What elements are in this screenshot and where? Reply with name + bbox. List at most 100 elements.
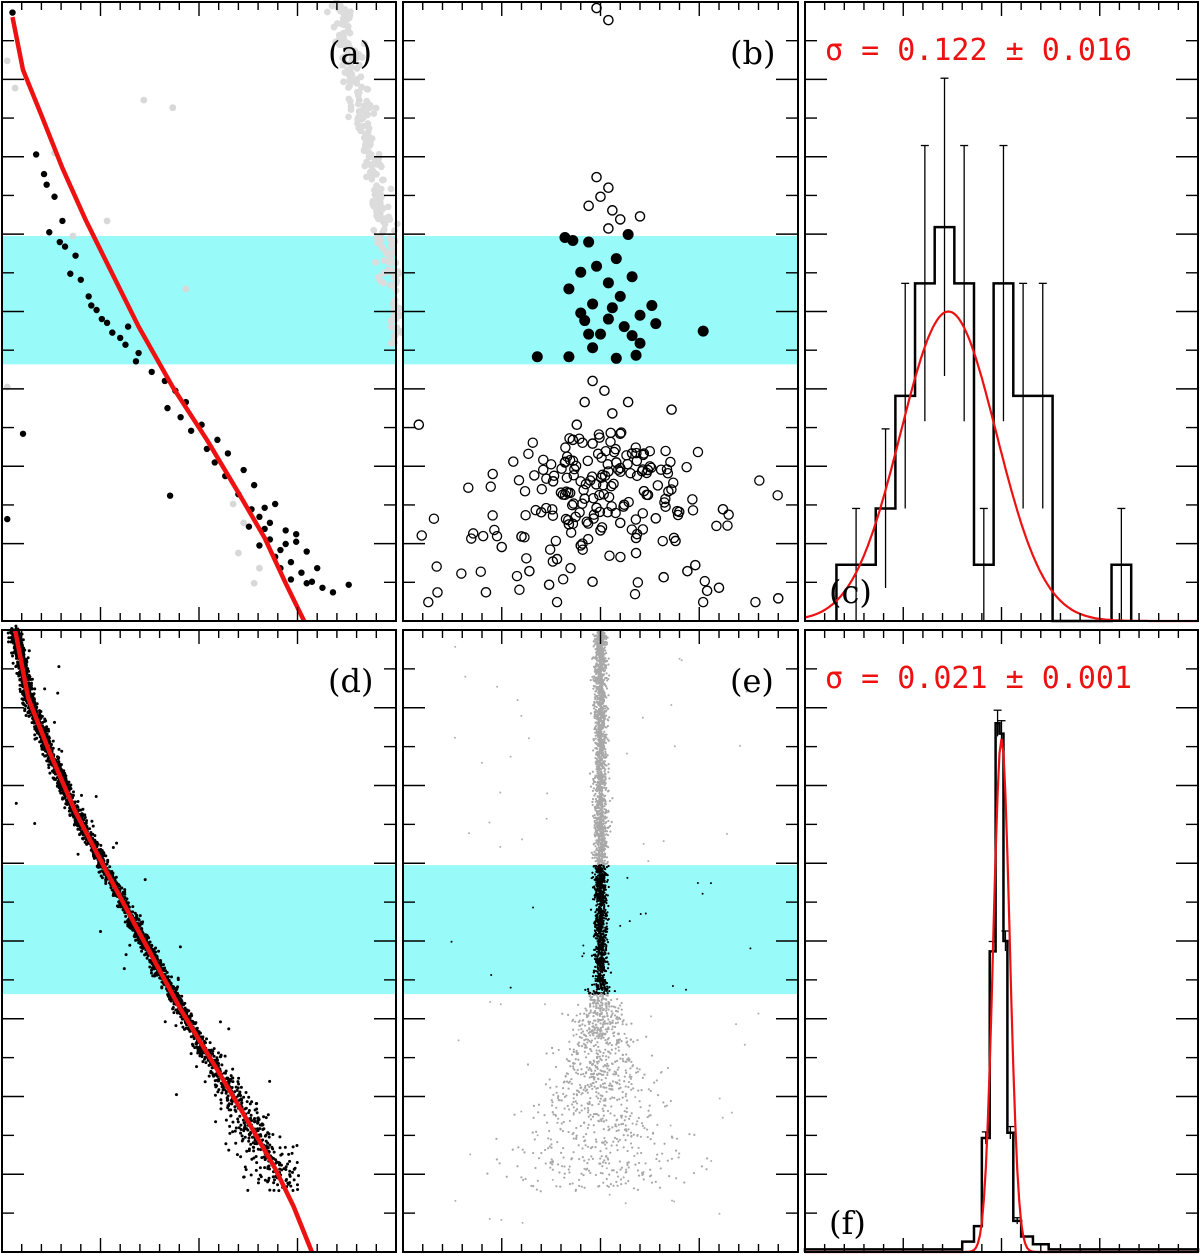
star [76, 800, 80, 804]
member-star [124, 323, 132, 330]
panel-label: (d) [328, 662, 373, 700]
star [95, 840, 99, 844]
field-star [649, 1168, 652, 1171]
outside-star [562, 514, 574, 526]
star [194, 1042, 198, 1046]
star [160, 963, 164, 967]
star [120, 886, 124, 890]
field-star [574, 1058, 577, 1061]
field-star [617, 1087, 621, 1090]
outside-star [559, 489, 571, 501]
outlier-star [99, 843, 103, 847]
band-star [613, 989, 616, 993]
outside-star [560, 442, 571, 453]
field-star [641, 1124, 644, 1128]
outside-star [614, 517, 626, 529]
star [136, 917, 140, 921]
star [226, 1104, 230, 1108]
member-star [292, 538, 300, 545]
star [150, 944, 154, 948]
star [110, 888, 114, 892]
star [226, 1094, 230, 1098]
star [126, 919, 130, 923]
star [239, 1123, 243, 1127]
star [211, 1049, 215, 1053]
field-star [624, 1069, 627, 1072]
field-star [625, 1071, 628, 1074]
member-star [308, 578, 316, 585]
field-star [584, 1056, 588, 1059]
outside-star [665, 456, 676, 468]
field-star [599, 1032, 602, 1035]
outside-star [585, 475, 596, 486]
outside-star [626, 448, 638, 459]
member-star [187, 427, 195, 434]
field-star [343, 69, 350, 76]
field-star [599, 1150, 602, 1153]
field-star [549, 1162, 552, 1165]
field-star [607, 1050, 610, 1053]
field-star [620, 1116, 623, 1119]
outlier-star [174, 1093, 178, 1097]
field-star [607, 1125, 610, 1128]
field-star [549, 1138, 553, 1141]
star [11, 654, 15, 658]
band-star [579, 315, 591, 327]
field-star [596, 1013, 599, 1016]
outside-star [565, 527, 577, 538]
field-star [566, 1013, 570, 1017]
star [250, 1119, 254, 1123]
field-star [593, 814, 596, 817]
star [45, 759, 49, 763]
outside-star [513, 475, 525, 486]
field-star [595, 757, 599, 761]
star [82, 818, 86, 822]
outside-star [754, 475, 765, 486]
member-star [122, 341, 129, 348]
outlier-star [242, 1175, 246, 1179]
member-star [61, 243, 69, 250]
band-star [607, 885, 610, 889]
field-star [575, 1126, 578, 1130]
outside-star [604, 550, 615, 561]
member-star [177, 413, 184, 421]
star [288, 1169, 292, 1173]
field-star [357, 73, 365, 81]
band-star [593, 929, 596, 932]
outlier-star [56, 691, 60, 695]
field-star [339, 61, 347, 69]
fiducial-line [12, 629, 314, 1253]
star [245, 1100, 249, 1104]
member-star [314, 564, 321, 572]
outside-star [614, 214, 626, 225]
star [277, 1163, 281, 1167]
outlier-star [243, 1165, 247, 1169]
field-star [571, 1018, 575, 1021]
star [49, 762, 53, 766]
outside-star [629, 588, 641, 600]
field-star [235, 549, 242, 557]
star [33, 687, 37, 691]
field-star [566, 1104, 569, 1108]
star [77, 823, 81, 827]
field-star [613, 1136, 617, 1139]
field-star [551, 1101, 554, 1104]
field-star [11, 84, 19, 92]
star [220, 1091, 224, 1095]
field-star [593, 824, 596, 827]
field-star [581, 1030, 585, 1033]
field-star [599, 1050, 602, 1053]
field-star [340, 78, 347, 86]
field-star [591, 1022, 594, 1025]
field-star [498, 1162, 501, 1165]
outlier-star [115, 841, 119, 845]
star [233, 1090, 237, 1094]
outside-star [456, 568, 467, 579]
outside-star [660, 501, 671, 512]
field-star [592, 1019, 596, 1022]
outside-star [431, 561, 442, 572]
star [149, 971, 153, 975]
field-star [624, 1124, 627, 1127]
star [272, 1188, 276, 1192]
field-star [182, 285, 190, 293]
